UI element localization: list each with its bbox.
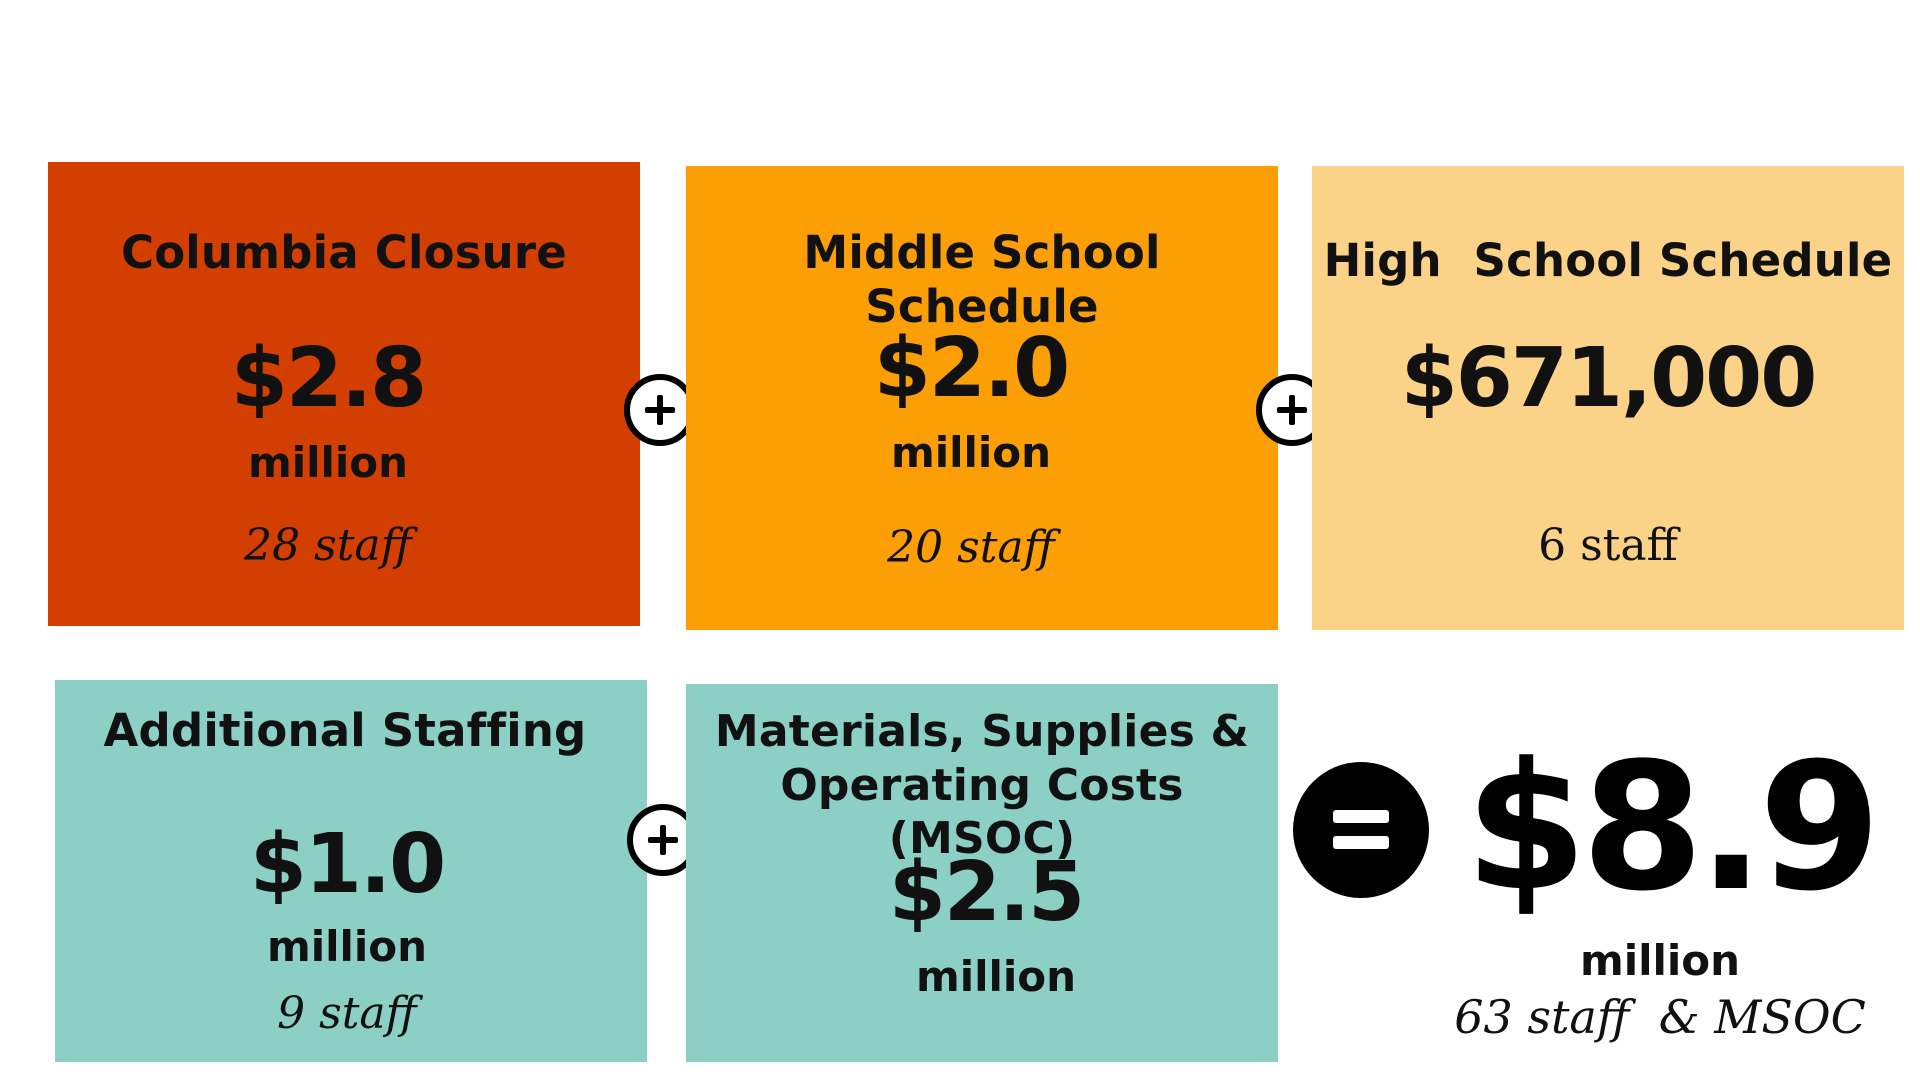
card-amount: $2.0 [873, 321, 1070, 416]
card-title-line-2: Operating Costs (MSOC) [780, 760, 1184, 864]
equals-icon [1293, 762, 1429, 898]
card-title-line-1: Materials, Supplies & [714, 706, 1250, 757]
card-staff: 28 staff [244, 520, 412, 571]
total-unit: million [1579, 936, 1741, 985]
card-title: High School Schedule [1323, 234, 1893, 287]
total-amount: $8.9 [1464, 725, 1881, 930]
plus-icon [624, 374, 696, 446]
card-unit: million [247, 438, 409, 487]
card-staff: 6 staff [1538, 520, 1678, 571]
card-staff: 9 staff [277, 988, 417, 1039]
card-staff: 20 staff [887, 522, 1055, 573]
card-title: Columbia Closure [120, 226, 568, 279]
card-title: Additional Staffing [103, 704, 587, 757]
card-unit: million [266, 922, 428, 971]
card-amount: $2.8 [230, 331, 427, 426]
card-columbia-closure: Columbia Closure $2.8 million 28 staff [48, 162, 640, 626]
total-staff: 63 staff & MSOC [1454, 990, 1866, 1044]
card-middle-school-schedule: Middle School Schedule $2.0 million 20 s… [686, 166, 1278, 630]
card-additional-staffing: Additional Staffing $1.0 million 9 staff [55, 680, 647, 1062]
card-unit: million [890, 428, 1052, 477]
card-amount: $671,000 [1400, 331, 1818, 426]
card-title: Middle School Schedule [803, 226, 1161, 333]
card-high-school-schedule: High School Schedule $671,000 6 staff [1312, 166, 1904, 630]
card-unit: million [915, 952, 1077, 1001]
card-amount: $2.5 [888, 845, 1085, 940]
card-amount: $1.0 [249, 817, 446, 912]
card-msoc: Materials, Supplies & Operating Costs (M… [686, 684, 1278, 1062]
